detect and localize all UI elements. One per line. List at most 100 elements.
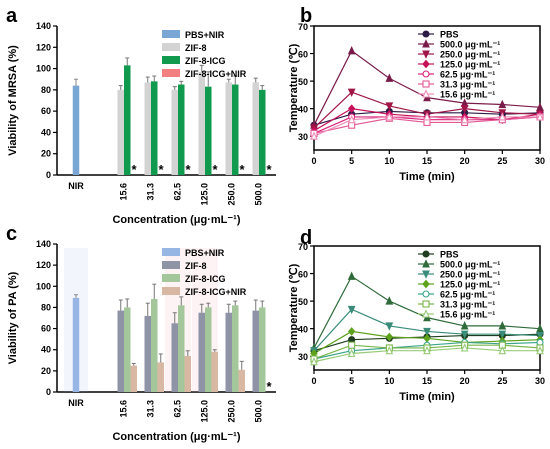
- data-point: [422, 30, 430, 38]
- legend-swatch: [162, 261, 180, 269]
- bar: [157, 362, 164, 392]
- bar: [171, 323, 178, 392]
- y-tick-label: 50: [298, 297, 308, 307]
- bar: [124, 65, 131, 175]
- bar: [130, 365, 137, 392]
- x-tick-label: 30: [535, 376, 545, 386]
- legend-label: 125.0 μg·mL⁻¹: [440, 60, 500, 70]
- data-point: [498, 321, 507, 330]
- x-tick-label: 15.6: [118, 183, 128, 201]
- y-tick-label: 60: [298, 270, 308, 280]
- bar: [198, 312, 205, 392]
- y-tick-label: 80: [41, 302, 51, 312]
- data-point: [422, 250, 430, 258]
- legend-swatch: [162, 56, 180, 64]
- significance-marker: *: [131, 162, 137, 177]
- panel-letter: a: [6, 5, 18, 27]
- legend-label: ZIF-8-ICG+NIR: [185, 69, 247, 79]
- data-point: [385, 332, 394, 342]
- data-point: [423, 327, 431, 337]
- legend-swatch: [162, 274, 180, 282]
- legend-label: PBS+NIR: [185, 248, 225, 258]
- data-point: [423, 112, 431, 121]
- data-point: [385, 322, 394, 331]
- y-tick-label: 70: [298, 22, 308, 32]
- legend-label: ZIF-8-ICG: [185, 56, 226, 66]
- x-tick-label: 500.0: [253, 183, 263, 206]
- data-point: [422, 290, 430, 298]
- data-point: [460, 321, 469, 330]
- legend-swatch: [162, 43, 180, 51]
- legend-label: 31.3 μg·mL⁻¹: [440, 300, 495, 310]
- y-tick-label: 0: [46, 387, 51, 397]
- data-point: [385, 296, 394, 305]
- y-axis-title: Temperature (℃): [288, 263, 300, 352]
- significance-marker: *: [158, 162, 164, 177]
- bar: [124, 307, 131, 392]
- data-point: [422, 279, 430, 289]
- y-tick-label: 60: [41, 106, 51, 116]
- legend-label: 125.0 μg·mL⁻¹: [440, 280, 500, 290]
- legend-label: PBS: [440, 30, 459, 40]
- y-tick-label: 40: [298, 105, 308, 115]
- data-point: [536, 112, 544, 121]
- y-axis-title: Temperature (℃): [288, 43, 300, 132]
- data-point: [385, 345, 394, 355]
- data-point: [347, 327, 356, 336]
- significance-marker: *: [239, 162, 245, 177]
- y-tick-label: 120: [36, 42, 51, 52]
- data-point: [348, 341, 356, 349]
- bar: [232, 84, 239, 175]
- data-point: [422, 309, 430, 318]
- x-tick-label: 250.0: [226, 183, 236, 206]
- data-point: [460, 343, 469, 352]
- data-point: [422, 70, 430, 78]
- legend-label: 15.6 μg·mL⁻¹: [440, 310, 495, 320]
- x-tick-label: 10: [384, 376, 394, 386]
- panel-letter: b: [300, 5, 312, 27]
- data-point: [460, 114, 469, 124]
- bar: [151, 298, 158, 392]
- legend-swatch: [162, 248, 180, 256]
- data-point: [347, 88, 356, 97]
- data-point: [536, 102, 544, 111]
- x-tick-label: NIR: [68, 181, 84, 191]
- data-point: [422, 59, 430, 69]
- y-tick-label: 140: [36, 239, 51, 249]
- bar: [205, 307, 212, 392]
- x-tick-label: 10: [384, 156, 394, 166]
- y-tick-label: 20: [41, 149, 51, 159]
- legend-label: 62.5 μg·mL⁻¹: [440, 70, 495, 80]
- data-point: [347, 348, 356, 358]
- x-tick-label: 5: [349, 156, 354, 166]
- bar: [184, 356, 191, 392]
- legend-label: 250.0 μg·mL⁻¹: [440, 50, 500, 60]
- x-tick-label: 62.5: [172, 400, 182, 418]
- x-axis-title: Time (min): [399, 391, 455, 403]
- x-tick-label: 250.0: [226, 400, 236, 423]
- bar: [225, 82, 232, 175]
- bar: [259, 307, 266, 392]
- data-point: [498, 330, 507, 339]
- y-tick-label: 40: [298, 325, 308, 335]
- y-tick-label: 30: [298, 352, 308, 362]
- data-point: [385, 73, 394, 82]
- y-tick-label: 30: [298, 132, 308, 142]
- x-tick-label: 125.0: [199, 183, 209, 206]
- x-tick-label: 31.3: [145, 400, 155, 418]
- legend-label: ZIF-8-ICG: [185, 274, 226, 284]
- bar: [144, 82, 151, 175]
- x-tick-label: 31.3: [145, 183, 155, 201]
- x-tick-label: 20: [460, 376, 470, 386]
- significance-marker: *: [266, 379, 272, 394]
- panel-a: a020406080100120140NIR*15.6*31.3*62.5*12…: [6, 5, 276, 226]
- panel-letter: c: [6, 223, 17, 245]
- x-tick-label: 25: [497, 156, 507, 166]
- x-tick-label: 30: [535, 156, 545, 166]
- data-point: [536, 345, 544, 355]
- x-tick-label: NIR: [68, 398, 84, 408]
- x-tick-label: 125.0: [199, 400, 209, 423]
- x-tick-label: 0: [311, 376, 316, 386]
- data-point: [347, 305, 356, 315]
- x-tick-label: 500.0: [253, 400, 263, 423]
